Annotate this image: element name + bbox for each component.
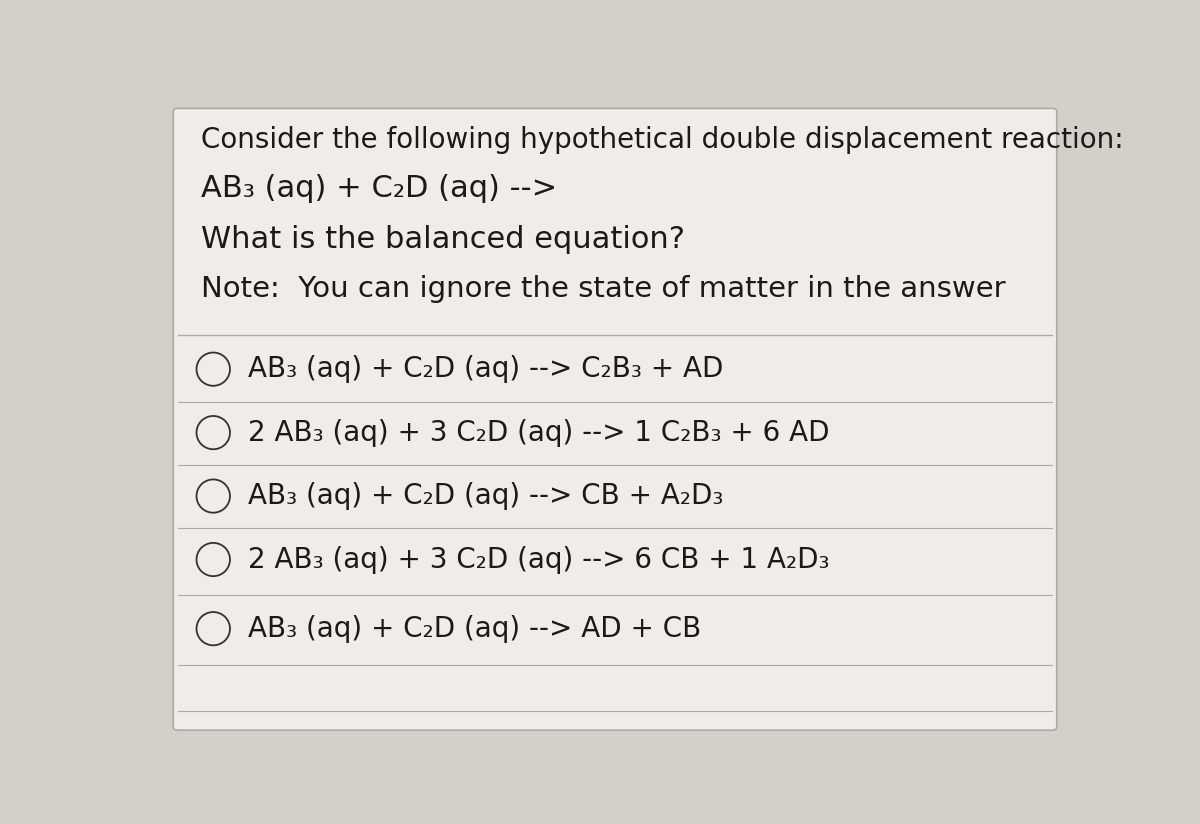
Text: What is the balanced equation?: What is the balanced equation? (202, 225, 685, 255)
Text: 2 AB₃ (aq) + 3 C₂D (aq) --> 6 CB + 1 A₂D₃: 2 AB₃ (aq) + 3 C₂D (aq) --> 6 CB + 1 A₂D… (247, 545, 829, 574)
Text: Note:  You can ignore the state of matter in the answer: Note: You can ignore the state of matter… (202, 275, 1006, 303)
Text: AB₃ (aq) + C₂D (aq) --> CB + A₂D₃: AB₃ (aq) + C₂D (aq) --> CB + A₂D₃ (247, 482, 724, 510)
Text: AB₃ (aq) + C₂D (aq) --> AD + CB: AB₃ (aq) + C₂D (aq) --> AD + CB (247, 615, 701, 643)
Text: 2 AB₃ (aq) + 3 C₂D (aq) --> 1 C₂B₃ + 6 AD: 2 AB₃ (aq) + 3 C₂D (aq) --> 1 C₂B₃ + 6 A… (247, 419, 829, 447)
FancyBboxPatch shape (173, 109, 1057, 730)
Text: AB₃ (aq) + C₂D (aq) -->: AB₃ (aq) + C₂D (aq) --> (202, 175, 557, 204)
Text: AB₃ (aq) + C₂D (aq) --> C₂B₃ + AD: AB₃ (aq) + C₂D (aq) --> C₂B₃ + AD (247, 355, 724, 383)
Text: Consider the following hypothetical double displacement reaction:: Consider the following hypothetical doub… (202, 126, 1123, 154)
